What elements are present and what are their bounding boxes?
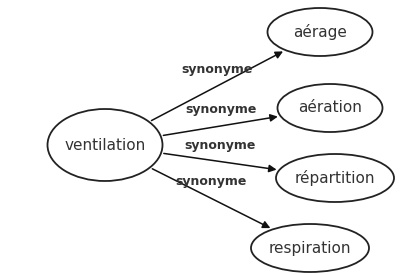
Ellipse shape [251, 224, 369, 272]
Text: aération: aération [298, 100, 362, 116]
Text: ventilation: ventilation [64, 138, 146, 153]
Text: aérage: aérage [293, 24, 347, 40]
Ellipse shape [276, 154, 394, 202]
Ellipse shape [268, 8, 373, 56]
Text: synonyme: synonyme [182, 63, 253, 76]
Text: répartition: répartition [295, 170, 375, 186]
Text: synonyme: synonyme [176, 175, 247, 188]
Text: respiration: respiration [269, 241, 351, 255]
Ellipse shape [278, 84, 383, 132]
Ellipse shape [47, 109, 163, 181]
Text: synonyme: synonyme [185, 139, 256, 152]
Text: synonyme: synonyme [185, 103, 256, 116]
